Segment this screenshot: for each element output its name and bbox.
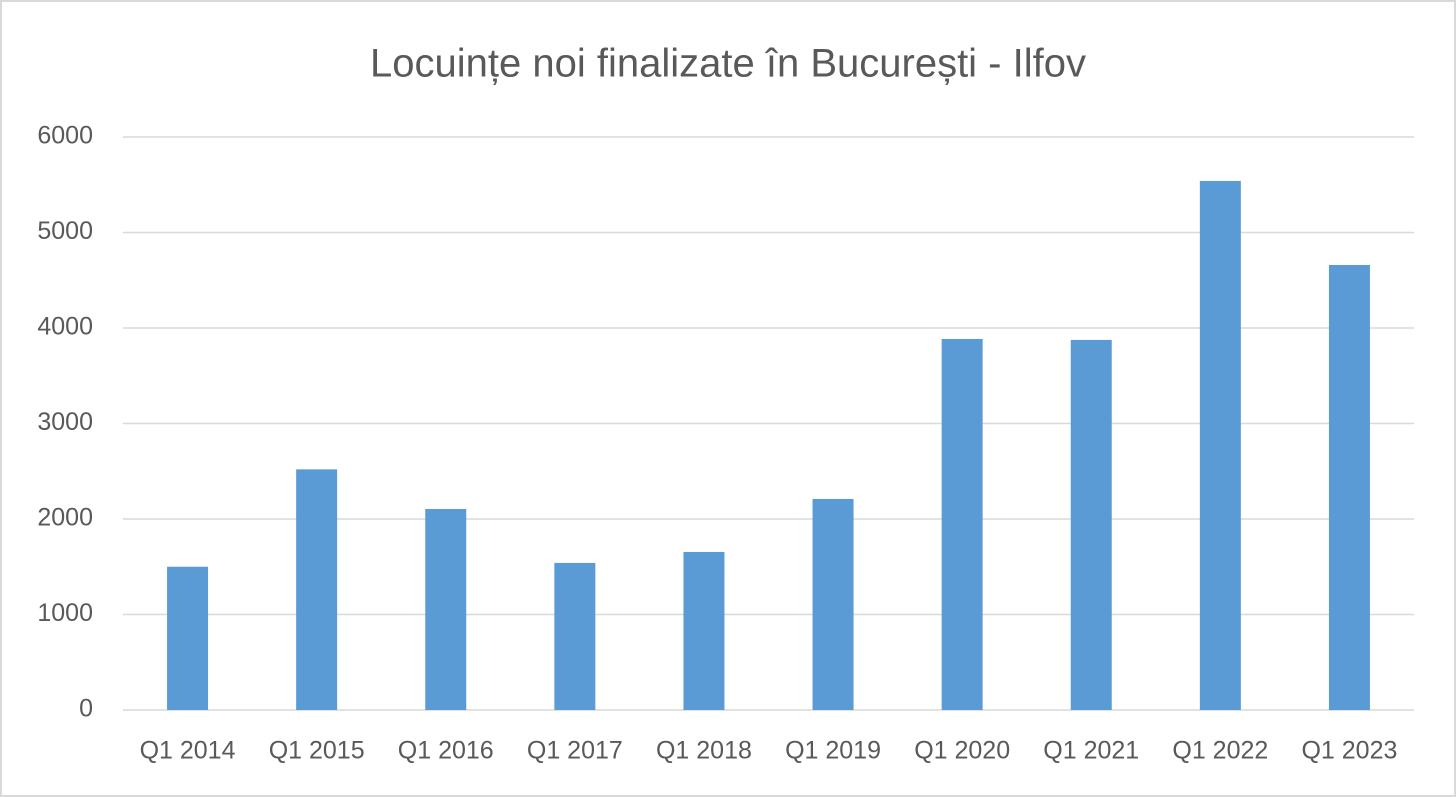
bar [683, 551, 725, 710]
bar [812, 498, 854, 710]
y-tick-label: 2000 [37, 504, 93, 532]
y-tick-label: 6000 [37, 122, 93, 150]
x-tick-label: Q1 2016 [398, 737, 494, 765]
y-tick-label: 5000 [37, 217, 93, 245]
x-tick-label: Q1 2022 [1172, 737, 1268, 765]
y-tick-label: 3000 [37, 408, 93, 436]
x-tick-label: Q1 2019 [785, 737, 881, 765]
bar [1070, 339, 1112, 710]
x-tick-label: Q1 2014 [140, 737, 236, 765]
bar [167, 566, 209, 710]
x-tick-label: Q1 2021 [1043, 737, 1139, 765]
bar [1328, 264, 1370, 710]
bar [425, 508, 467, 710]
bar [296, 469, 338, 710]
chart-title: Locuințe noi finalizate în București - I… [370, 42, 1086, 86]
y-tick-label: 1000 [37, 599, 93, 627]
x-tick-label: Q1 2023 [1301, 737, 1397, 765]
y-tick-label: 0 [79, 695, 93, 723]
x-tick-label: Q1 2018 [656, 737, 752, 765]
bar [554, 562, 596, 710]
bar [1199, 180, 1241, 710]
x-tick-label: Q1 2015 [269, 737, 365, 765]
x-tick-label: Q1 2017 [527, 737, 623, 765]
x-tick-label: Q1 2020 [914, 737, 1010, 765]
y-tick-label: 4000 [37, 313, 93, 341]
bar [941, 338, 983, 710]
